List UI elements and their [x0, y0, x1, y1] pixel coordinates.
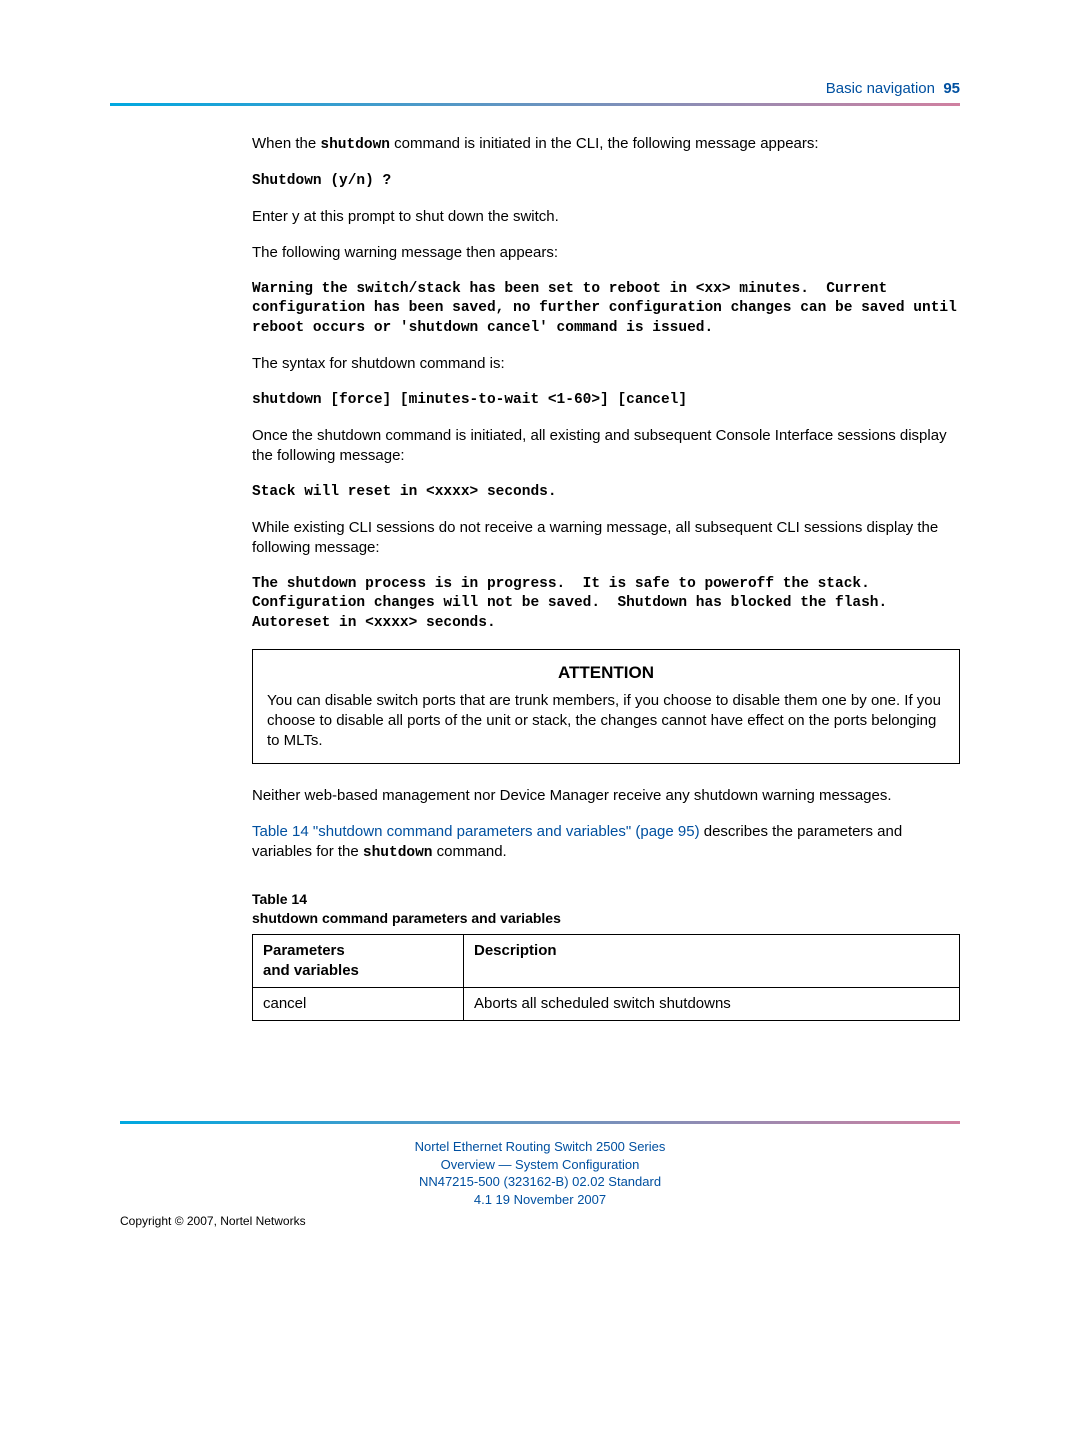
attention-body: You can disable switch ports that are tr…	[267, 691, 945, 750]
inline-code: shutdown	[363, 845, 433, 861]
footer: Nortel Ethernet Routing Switch 2500 Seri…	[0, 1121, 1080, 1258]
paragraph: Once the shutdown command is initiated, …	[252, 426, 960, 467]
code-block-syntax: shutdown [force] [minutes-to-wait <1-60>…	[252, 391, 960, 411]
attention-title: ATTENTION	[267, 662, 945, 685]
attention-box: ATTENTION You can disable switch ports t…	[252, 649, 960, 763]
bottom-rule	[120, 1121, 960, 1124]
paragraph: While existing CLI sessions do not recei…	[252, 518, 960, 559]
paragraph-xref: Table 14 "shutdown command parameters an…	[252, 822, 960, 864]
paragraph: The following warning message then appea…	[252, 243, 960, 263]
footer-center: Nortel Ethernet Routing Switch 2500 Seri…	[120, 1138, 960, 1208]
paragraph-intro: When the shutdown command is initiated i…	[252, 134, 960, 156]
table-cell-param: cancel	[253, 988, 464, 1021]
table-cell-desc: Aborts all scheduled switch shutdowns	[464, 988, 960, 1021]
content: When the shutdown command is initiated i…	[252, 134, 960, 1021]
table-header-description: Description	[464, 934, 960, 988]
code-block-prompt: Shutdown (y/n) ?	[252, 172, 960, 192]
running-header: Basic navigation 95	[120, 80, 960, 97]
top-rule	[110, 103, 960, 106]
code-block-warning: Warning the switch/stack has been set to…	[252, 280, 960, 339]
header-section: Basic navigation	[826, 80, 935, 97]
paragraph: The syntax for shutdown command is:	[252, 354, 960, 374]
footer-copyright: Copyright © 2007, Nortel Networks	[120, 1214, 960, 1228]
inline-code: shutdown	[320, 137, 390, 153]
parameters-table: Parameters and variables Description can…	[252, 934, 960, 1022]
cross-reference-link[interactable]: Table 14 "shutdown command parameters an…	[252, 823, 700, 840]
code-block-progress: The shutdown process is in progress. It …	[252, 575, 960, 634]
table-header-row: Parameters and variables Description	[253, 934, 960, 988]
paragraph: Neither web-based management nor Device …	[252, 786, 960, 806]
header-page-number: 95	[943, 80, 960, 97]
table-header-parameters: Parameters and variables	[253, 934, 464, 988]
table-row: cancel Aborts all scheduled switch shutd…	[253, 988, 960, 1021]
code-block-reset: Stack will reset in <xxxx> seconds.	[252, 483, 960, 503]
page: Basic navigation 95 When the shutdown co…	[0, 0, 1080, 1061]
table-caption: Table 14 shutdown command parameters and…	[252, 890, 960, 928]
paragraph: Enter y at this prompt to shut down the …	[252, 207, 960, 227]
